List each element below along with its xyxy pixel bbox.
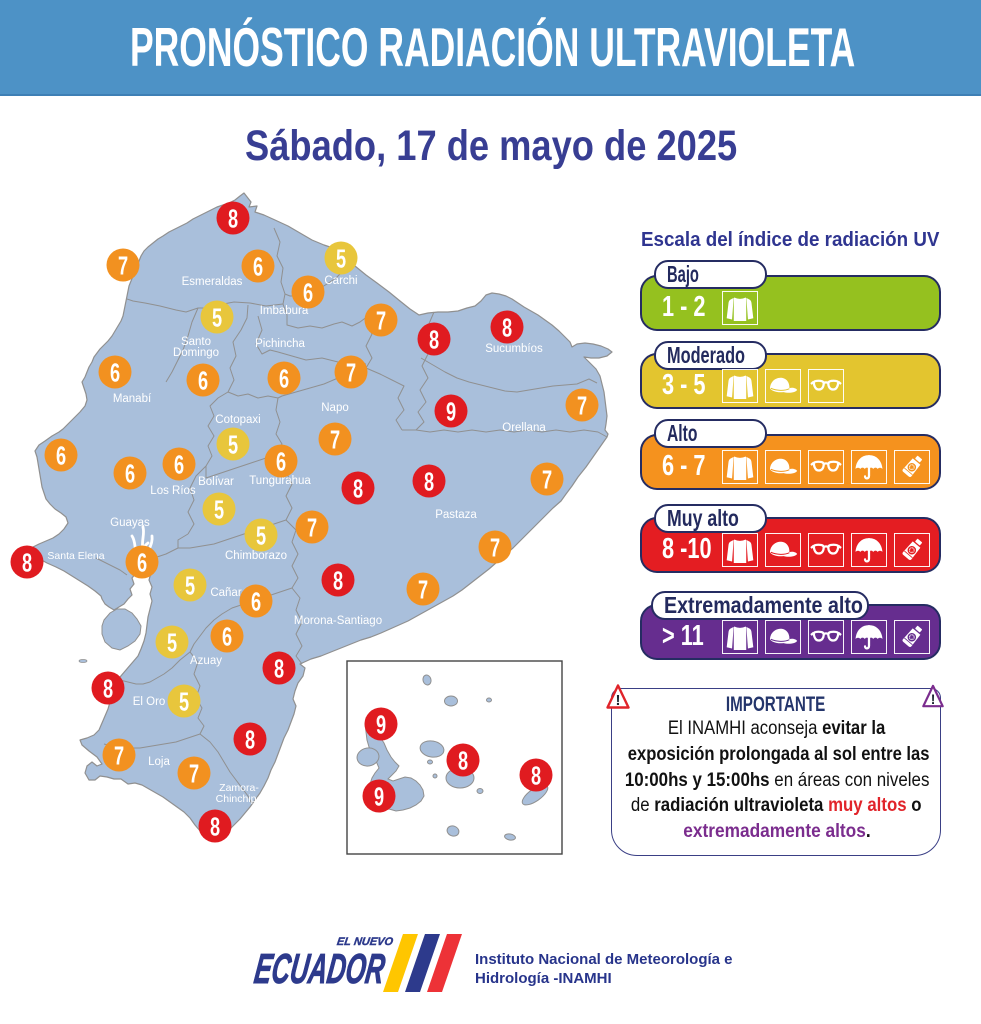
svg-text:Zamora-: Zamora- xyxy=(219,782,259,794)
svg-text:6: 6 xyxy=(251,587,261,616)
svg-text:Bolívar: Bolívar xyxy=(198,476,234,488)
svg-text:Morona-Santiago: Morona-Santiago xyxy=(294,615,382,627)
svg-text:El Oro: El Oro xyxy=(133,696,166,708)
svg-text:6: 6 xyxy=(174,450,184,479)
svg-text:7: 7 xyxy=(330,425,340,454)
svg-text:9: 9 xyxy=(374,782,384,811)
svg-text:5: 5 xyxy=(336,244,346,273)
svg-text:8: 8 xyxy=(103,674,113,703)
svg-text:8: 8 xyxy=(274,654,284,683)
svg-text:!: ! xyxy=(616,692,621,709)
svg-text:6: 6 xyxy=(279,364,289,393)
svg-text:7: 7 xyxy=(346,358,356,387)
svg-text:Imbabura: Imbabura xyxy=(260,305,309,317)
svg-text:9: 9 xyxy=(446,397,456,426)
svg-text:7: 7 xyxy=(114,741,124,770)
svg-text:7: 7 xyxy=(418,575,428,604)
svg-text:Santo: Santo xyxy=(181,336,211,348)
svg-text:8: 8 xyxy=(210,812,220,841)
svg-text:Tungurahua: Tungurahua xyxy=(249,475,311,487)
svg-text:6: 6 xyxy=(276,447,286,476)
svg-text:Manabí: Manabí xyxy=(113,393,152,405)
svg-text:5: 5 xyxy=(185,571,195,600)
svg-text:6: 6 xyxy=(222,622,232,651)
svg-text:7: 7 xyxy=(577,391,587,420)
svg-text:5: 5 xyxy=(179,687,189,716)
svg-text:7: 7 xyxy=(376,306,386,335)
svg-text:8: 8 xyxy=(429,325,439,354)
svg-text:Guayas: Guayas xyxy=(110,517,150,529)
svg-text:7: 7 xyxy=(307,513,317,542)
svg-text:5: 5 xyxy=(228,430,238,459)
svg-text:Pastaza: Pastaza xyxy=(435,509,477,521)
svg-text:8: 8 xyxy=(458,746,468,775)
svg-text:Los Ríos: Los Ríos xyxy=(150,485,196,497)
svg-text:8: 8 xyxy=(353,474,363,503)
svg-text:6: 6 xyxy=(253,252,263,281)
svg-text:Loja: Loja xyxy=(148,756,170,768)
svg-text:7: 7 xyxy=(118,251,128,280)
svg-text:8: 8 xyxy=(424,467,434,496)
svg-text:7: 7 xyxy=(542,465,552,494)
svg-text:Cañar: Cañar xyxy=(210,587,241,599)
svg-text:8: 8 xyxy=(531,761,541,790)
svg-text:6: 6 xyxy=(110,358,120,387)
svg-text:7: 7 xyxy=(490,533,500,562)
svg-text:8: 8 xyxy=(245,725,255,754)
svg-text:5: 5 xyxy=(212,303,222,332)
svg-text:Carchi: Carchi xyxy=(324,275,357,287)
svg-text:8: 8 xyxy=(502,313,512,342)
svg-text:Domingo: Domingo xyxy=(173,347,219,359)
svg-text:8: 8 xyxy=(333,566,343,595)
svg-text:6: 6 xyxy=(198,366,208,395)
svg-text:Esmeraldas: Esmeraldas xyxy=(182,276,243,288)
svg-text:9: 9 xyxy=(376,710,386,739)
svg-text:6: 6 xyxy=(125,459,135,488)
svg-text:Cotopaxi: Cotopaxi xyxy=(215,414,260,426)
svg-text:6: 6 xyxy=(137,548,147,577)
svg-text:Sucumbíos: Sucumbíos xyxy=(485,343,543,355)
svg-text:5: 5 xyxy=(256,521,266,550)
svg-text:7: 7 xyxy=(189,759,199,788)
svg-text:6: 6 xyxy=(303,278,313,307)
svg-text:Pichincha: Pichincha xyxy=(255,338,305,350)
svg-text:Orellana: Orellana xyxy=(502,422,546,434)
svg-text:!: ! xyxy=(931,691,936,707)
svg-text:Napo: Napo xyxy=(321,402,349,414)
svg-text:Chinchipe: Chinchipe xyxy=(216,793,263,805)
svg-text:6: 6 xyxy=(56,441,66,470)
svg-text:Chimborazo: Chimborazo xyxy=(225,550,287,562)
svg-text:Santa Elena: Santa Elena xyxy=(47,550,104,562)
svg-text:Azuay: Azuay xyxy=(190,655,222,667)
svg-text:5: 5 xyxy=(167,628,177,657)
svg-text:5: 5 xyxy=(214,495,224,524)
svg-text:8: 8 xyxy=(228,204,238,233)
svg-text:8: 8 xyxy=(22,548,32,577)
